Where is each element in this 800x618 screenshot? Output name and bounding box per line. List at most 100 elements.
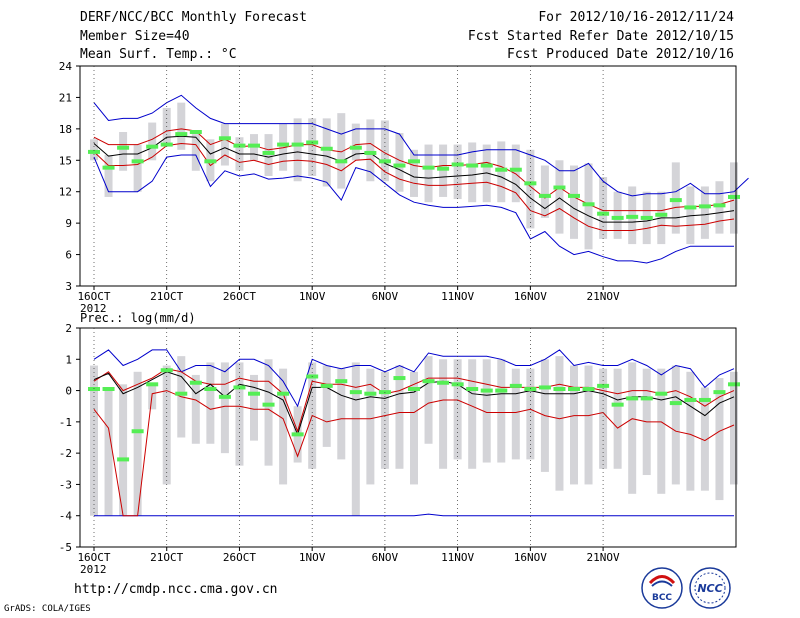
spread-bar <box>337 113 346 189</box>
panel-temperature: 3 6 9 12 15 18 21 24 16OCT 21OCT 26OCT 1NOV 6NOV 11NO… <box>59 60 749 315</box>
ensemble-marker <box>160 368 173 373</box>
ensemble-marker <box>713 203 726 208</box>
ensemble-marker <box>408 159 420 164</box>
spread-bar <box>191 374 200 444</box>
y-tick-label: 18 <box>59 123 72 136</box>
spread-bar <box>410 371 418 485</box>
ensemble-marker <box>117 145 130 150</box>
y-tick-label: 15 <box>59 154 72 167</box>
ensemble-marker <box>146 144 159 149</box>
spread-bar <box>191 134 200 171</box>
spread-bar <box>700 387 709 491</box>
ensemble-marker <box>728 382 740 387</box>
series-line-lower <box>93 390 735 517</box>
y-tick-label: -5 <box>59 541 72 554</box>
spread-bar <box>395 133 404 192</box>
ensemble-marker <box>698 204 711 209</box>
x-tick-label: 16OCT <box>77 551 110 564</box>
x-tick-label: 1NOV <box>299 290 326 303</box>
ensemble-marker <box>611 402 624 407</box>
y-tick-label: 1 <box>65 353 72 366</box>
spread-bar <box>264 359 273 466</box>
ensemble-marker <box>364 150 377 155</box>
ensemble-marker <box>626 214 639 219</box>
ensemble-marker <box>131 429 144 434</box>
ensemble-marker <box>698 397 711 402</box>
ensemble-marker <box>422 165 435 170</box>
ensemble-marker <box>640 215 653 220</box>
ensemble-marker <box>189 130 202 134</box>
spread-bar <box>206 362 215 444</box>
spread-bar <box>119 132 128 171</box>
ensemble-marker <box>466 163 479 168</box>
ensemble-marker <box>422 379 435 384</box>
ensemble-marker <box>655 391 668 396</box>
spread-bar <box>468 359 477 469</box>
ensemble-marker <box>160 142 173 147</box>
ensemble-marker <box>117 457 130 462</box>
x-tick-label: 11NOV <box>441 290 474 303</box>
ensemble-marker <box>335 379 348 384</box>
ensemble-marker <box>291 142 304 147</box>
spread-bar <box>497 141 506 203</box>
y-tick-label: 9 <box>65 217 72 230</box>
ensemble-marker <box>495 388 508 393</box>
x-tick-label: 16NOV <box>514 551 547 564</box>
y-tick-label: 6 <box>65 249 72 262</box>
x-tick-label: 1NOV <box>299 551 326 564</box>
ensemble-marker <box>102 387 115 392</box>
ensemble-marker <box>248 143 260 148</box>
ncc-logo: NCC <box>689 567 731 609</box>
y-tick-label: -1 <box>59 416 72 429</box>
precip-title: Prec.: log(mm/d) <box>80 311 196 325</box>
ensemble-marker <box>262 150 275 155</box>
spread-bar <box>366 119 375 182</box>
ensemble-marker <box>204 159 217 164</box>
ensemble-marker <box>553 387 566 392</box>
spread-bar <box>526 149 535 229</box>
ensemble-marker <box>480 388 493 393</box>
spread-bar <box>715 181 724 234</box>
ensemble-marker <box>175 391 188 396</box>
spread-bar <box>555 160 564 234</box>
spread-bar <box>686 186 695 245</box>
chart-title: DERF/NCC/BCC Monthly Forecast <box>80 10 307 25</box>
ensemble-marker <box>233 143 246 148</box>
spread-bar <box>526 368 535 460</box>
plot-frame <box>79 327 737 548</box>
spread-bar <box>453 359 462 460</box>
y-tick-label: -4 <box>59 510 73 523</box>
spread-bar <box>497 359 506 463</box>
spread-bar <box>657 368 666 494</box>
spread-bar <box>235 362 244 466</box>
x-tick-label: 21NOV <box>587 290 620 303</box>
spread-bar <box>570 165 578 239</box>
spread-bar <box>119 384 128 516</box>
ensemble-marker <box>728 194 740 199</box>
series-line-max <box>93 349 735 408</box>
spread-bar <box>540 165 549 218</box>
ensemble-marker <box>640 396 653 401</box>
spread-bar <box>482 359 491 463</box>
bcc-logo-text: BCC <box>652 593 672 603</box>
spread-bar <box>410 149 418 197</box>
ensemble-marker <box>509 167 522 172</box>
y-tick-label: 2 <box>65 322 72 335</box>
spread-bar <box>613 368 622 469</box>
ensemble-marker <box>189 380 202 385</box>
spread-bar <box>322 118 331 187</box>
spread-bar <box>133 144 142 192</box>
forecast-period: For 2012/10/16-2012/11/24 <box>538 10 734 25</box>
source-url[interactable]: http://cmdp.ncc.cma.gov.cn <box>74 582 278 597</box>
ensemble-marker <box>408 387 420 392</box>
spread-bar <box>671 365 680 485</box>
x-tick-label: 21NOV <box>587 551 620 564</box>
ensemble-marker <box>597 211 610 216</box>
ensemble-marker <box>393 376 406 381</box>
spread-bar <box>584 163 593 250</box>
ensemble-marker <box>597 383 610 388</box>
year-label: 2012 <box>80 302 107 315</box>
spread-bar <box>686 371 695 491</box>
y-tick-label: 21 <box>59 91 72 104</box>
